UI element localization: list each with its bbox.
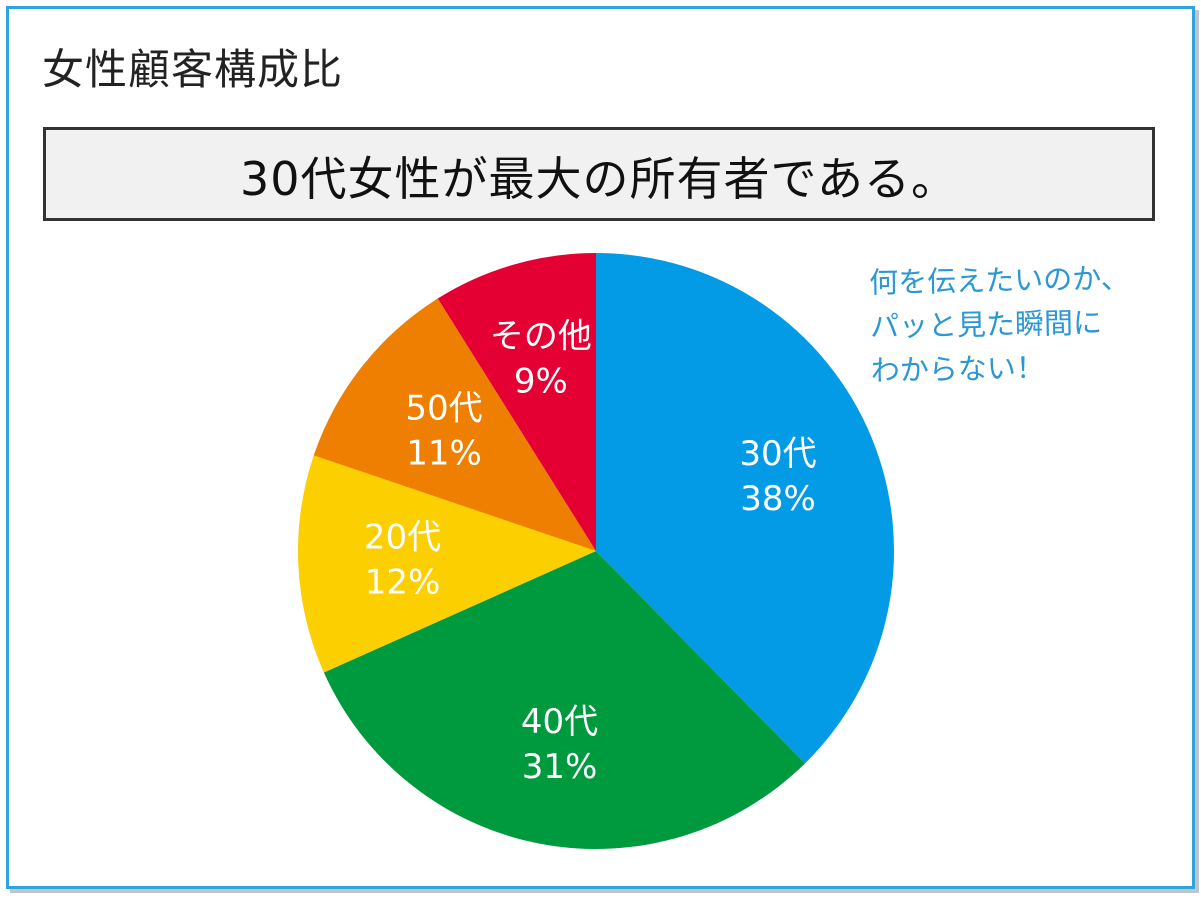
pie-category-label: 30代 — [739, 434, 816, 474]
pie-value-label: 31% — [522, 747, 598, 787]
pie-category-label: その他 — [490, 317, 592, 357]
pie-slice — [596, 253, 894, 764]
annotation-line: 何を伝えたいのか、 — [868, 261, 1130, 300]
annotation-line: わからない！ — [870, 350, 1046, 388]
annotation-line: パッと見た瞬間に — [869, 305, 1103, 344]
pie-category-label: 50代 — [405, 388, 482, 428]
pie-slice — [437, 253, 596, 551]
pie-category-label: 20代 — [364, 518, 441, 558]
pie-labels: 30代 38% 40代 31% 20代 12% 50代 11% その他 9% — [364, 317, 817, 787]
pie-slice — [323, 551, 806, 850]
headline-text: 30代女性が最大の所有者である。 — [239, 152, 959, 206]
pie-value-label: 38% — [740, 479, 816, 519]
pie-value-label: 11% — [406, 433, 482, 473]
annotation-note: 何を伝えたいのか、 パッと見た瞬間に わからない！ — [869, 255, 1171, 392]
pie-slice — [298, 455, 596, 673]
pie-slices — [298, 253, 894, 850]
headline-box: 30代女性が最大の所有者である。 — [43, 127, 1155, 221]
pie-value-label: 12% — [365, 563, 441, 603]
chart-title: 女性顧客構成比 — [42, 45, 344, 94]
pie-value-label: 9% — [514, 362, 568, 402]
pie-category-label: 40代 — [521, 702, 598, 742]
pie-slice — [313, 298, 596, 551]
